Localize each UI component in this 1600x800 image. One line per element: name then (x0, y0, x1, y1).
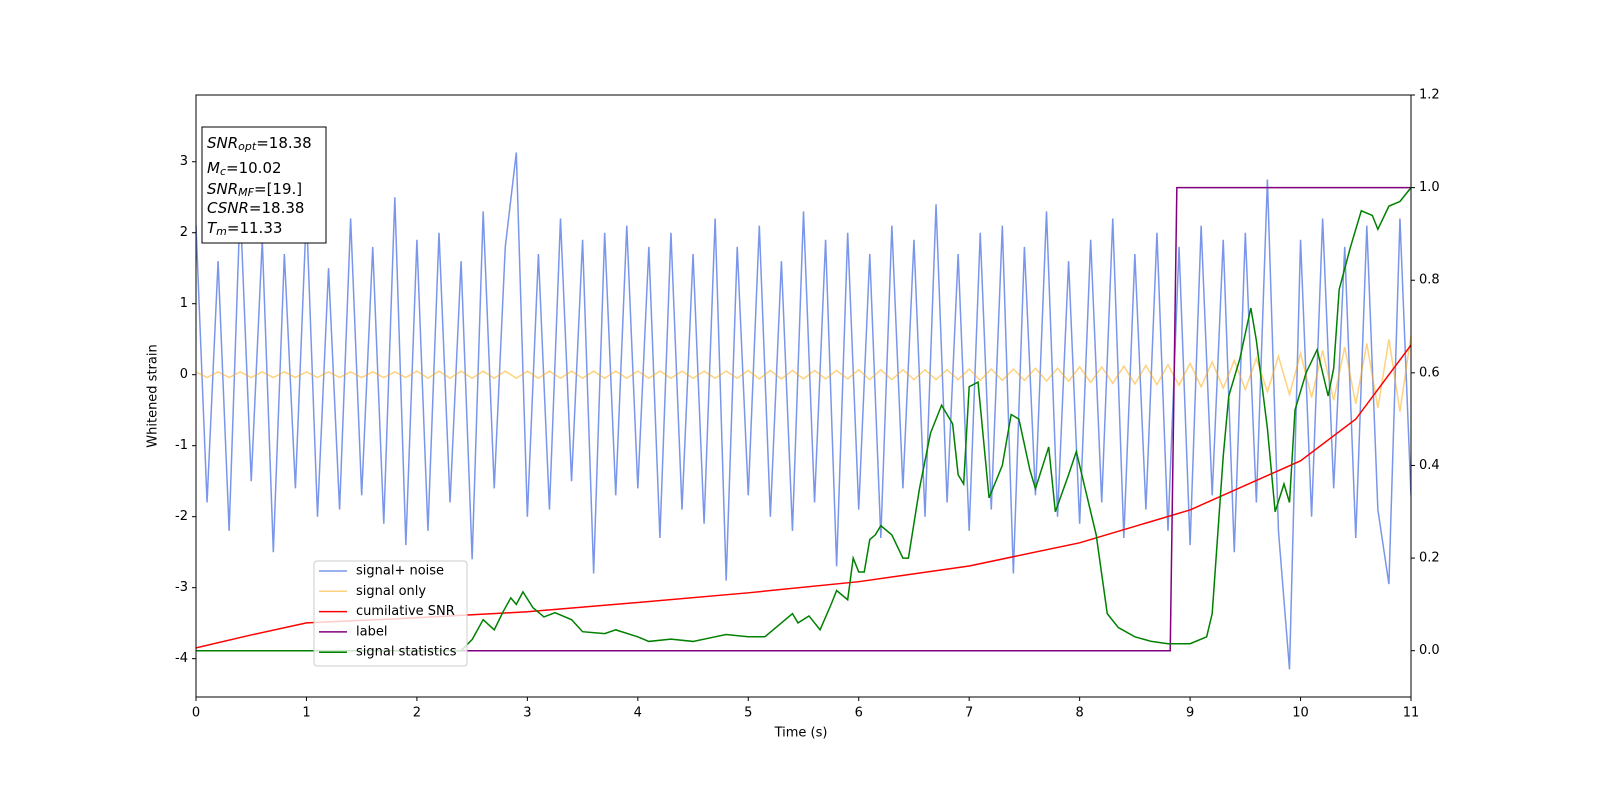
annotation: CSNR=18.38 (207, 199, 304, 217)
annotation-subscript: opt (238, 140, 257, 153)
y-tick-label: 2 (180, 225, 188, 240)
annotation-symbol: SNR (207, 180, 238, 198)
plot-frame (195, 94, 1412, 698)
series-line (196, 152, 1411, 670)
legend-label: signal statistics (356, 645, 457, 660)
y-tick-label: -4 (175, 651, 188, 666)
legend-label: label (356, 624, 387, 639)
legend-label: signal+ noise (356, 564, 444, 579)
annotation-symbol: SNR (207, 134, 238, 152)
annotation: Tm=11.33 (207, 219, 282, 239)
y2-tick-label: 0.8 (1419, 273, 1440, 288)
annotation-symbol: CSNR (207, 199, 249, 217)
y2-tick-label: 0.4 (1419, 458, 1440, 473)
annotation-subscript: c (220, 165, 226, 178)
y-tick-label: -2 (175, 509, 188, 524)
legend-label: cumilative SNR (356, 604, 455, 619)
y-tick-label: 0 (180, 367, 188, 382)
y2-tick-label: 0.2 (1419, 551, 1440, 566)
y2-tick-label: 0.6 (1419, 365, 1440, 380)
x-tick-label: 7 (965, 706, 973, 721)
y-tick-label: 3 (180, 154, 188, 169)
annotation-symbol: T (207, 219, 218, 237)
annotation: SNRMF=[19.] (207, 180, 302, 200)
x-tick-label: 2 (413, 706, 421, 721)
y2-tick-label: 1.0 (1419, 180, 1440, 195)
x-tick-label: 1 (302, 706, 310, 721)
x-tick-label: 10 (1292, 706, 1309, 721)
y-tick-label: 1 (180, 296, 188, 311)
series-line (196, 186, 1411, 652)
x-tick-label: 3 (523, 706, 531, 721)
annotation-subscript: MF (238, 186, 254, 199)
annotation-symbol: M (207, 159, 220, 177)
annotation-value: =18.38 (256, 134, 312, 152)
x-tick-label: 6 (855, 706, 863, 721)
series-line (196, 187, 1411, 652)
annotation-value: =18.38 (249, 199, 305, 217)
x-tick-label: 5 (744, 706, 752, 721)
annotation-value: =11.33 (227, 219, 283, 237)
annotation-subscript: m (216, 225, 227, 238)
x-tick-label: 11 (1403, 706, 1420, 721)
annotation-value: =10.02 (226, 159, 282, 177)
x-axis-label: Time (s) (774, 726, 828, 741)
legend-box (313, 560, 468, 667)
y-axis-label: Whitened strain (146, 344, 161, 447)
series-line (196, 335, 1411, 412)
annotation-value: =[19.] (254, 180, 302, 198)
y-tick-label: -3 (175, 580, 188, 595)
annotation: SNRopt=18.38 (207, 134, 312, 154)
annotation-box (201, 126, 327, 244)
x-tick-label: 8 (1075, 706, 1083, 721)
legend-label: signal only (356, 584, 426, 599)
annotation: Mc=10.02 (207, 159, 282, 179)
y2-tick-label: 0.0 (1419, 643, 1440, 658)
x-tick-label: 4 (634, 706, 642, 721)
y-tick-label: -1 (175, 438, 188, 453)
y2-tick-label: 1.2 (1419, 88, 1440, 103)
x-tick-label: 0 (192, 706, 200, 721)
x-tick-label: 9 (1186, 706, 1194, 721)
